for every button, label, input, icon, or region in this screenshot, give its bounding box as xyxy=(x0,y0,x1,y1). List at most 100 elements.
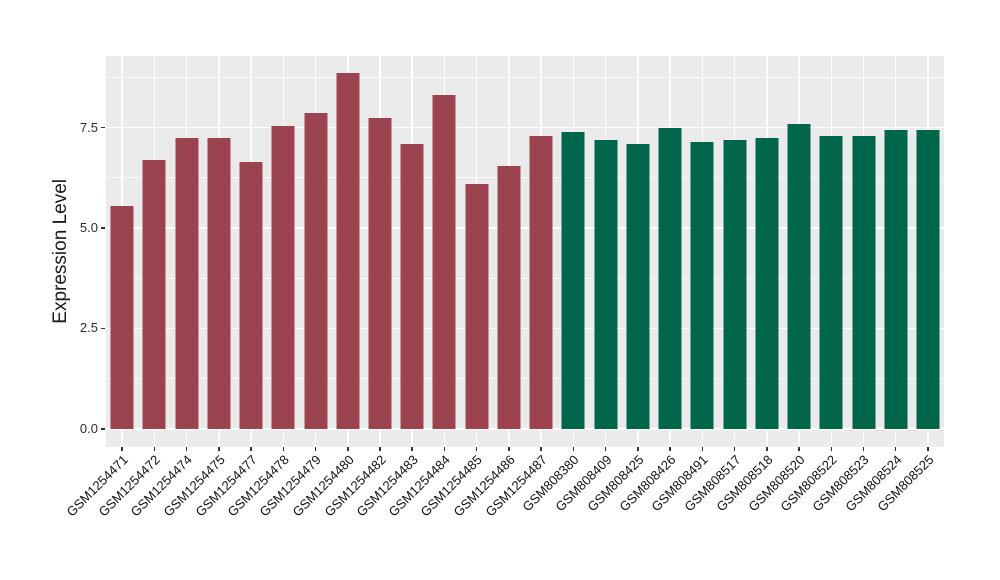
bar-GSM808380 xyxy=(561,131,585,429)
y-tick-label: 0.0 xyxy=(79,420,98,436)
x-tick-mark xyxy=(637,447,639,451)
x-tick-mark xyxy=(669,447,671,451)
x-tick-mark xyxy=(218,447,220,451)
bar-GSM1254477 xyxy=(239,161,263,429)
x-tick-mark xyxy=(798,447,800,451)
x-tick-mark xyxy=(733,447,736,451)
major-gridline xyxy=(106,227,944,229)
bar-GSM1254482 xyxy=(368,117,392,429)
bar-GSM808525 xyxy=(916,129,940,429)
bar-GSM1254472 xyxy=(142,159,166,429)
bar-GSM1254487 xyxy=(529,135,553,429)
bars-row xyxy=(106,56,944,451)
x-tick-mark xyxy=(475,447,478,451)
bar-slot xyxy=(751,56,783,451)
bar-slot xyxy=(138,56,170,451)
x-tick-mark xyxy=(185,447,188,451)
x-tick-mark xyxy=(927,447,929,451)
x-tick-mark xyxy=(250,447,252,451)
bar-slot xyxy=(461,56,493,451)
bar-slot xyxy=(396,56,428,451)
y-tick-mark xyxy=(101,428,105,430)
bar-slot xyxy=(557,56,589,451)
bar-GSM1254486 xyxy=(497,165,521,429)
y-axis-title-text: Expression Level xyxy=(50,179,71,324)
x-tick-mark xyxy=(830,447,833,451)
bar-slot xyxy=(590,56,622,451)
bar-slot xyxy=(815,56,847,451)
x-tick-mark xyxy=(572,447,575,451)
bar-slot xyxy=(783,56,815,451)
bar-GSM1254479 xyxy=(304,113,328,429)
bar-GSM808426 xyxy=(658,127,682,429)
bar-slot xyxy=(364,56,396,451)
bar-slot xyxy=(622,56,654,451)
bar-GSM808523 xyxy=(852,135,875,429)
minor-gridline xyxy=(106,177,944,179)
bar-slot xyxy=(654,56,686,451)
bar-slot xyxy=(428,56,460,451)
bar-GSM808517 xyxy=(723,139,747,429)
major-gridline xyxy=(106,126,944,129)
x-tick-mark xyxy=(379,447,381,451)
bar-GSM1254475 xyxy=(207,137,231,429)
bar-slot xyxy=(267,56,299,451)
x-tick-mark xyxy=(314,447,317,451)
bar-slot xyxy=(493,56,525,451)
bar-GSM808409 xyxy=(594,139,618,429)
x-tick-mark xyxy=(862,447,865,451)
bar-slot xyxy=(525,56,557,451)
x-tick-mark xyxy=(766,447,768,451)
bar-GSM1254474 xyxy=(175,137,199,429)
x-tick-mark xyxy=(508,447,510,451)
bar-slot xyxy=(235,56,267,451)
major-gridline xyxy=(106,428,944,430)
x-tick-mark xyxy=(347,447,349,451)
x-tick-mark xyxy=(443,447,446,451)
bar-slot xyxy=(912,56,944,451)
minor-gridline xyxy=(106,277,944,279)
bar-GSM1254485 xyxy=(465,183,489,429)
bar-slot xyxy=(847,56,879,451)
y-tick-mark xyxy=(101,327,105,330)
major-gridline xyxy=(106,327,944,330)
bar-slot xyxy=(170,56,202,451)
x-tick-mark xyxy=(604,447,607,451)
plot-panel xyxy=(106,56,944,451)
y-tick-label: 7.5 xyxy=(79,119,98,135)
bar-GSM808522 xyxy=(819,135,843,429)
y-tick-mark xyxy=(101,227,105,229)
bar-slot xyxy=(203,56,235,451)
bar-slot xyxy=(106,56,138,451)
bar-GSM1254471 xyxy=(110,205,134,429)
bar-slot xyxy=(299,56,331,451)
bar-GSM1254480 xyxy=(336,73,360,429)
x-tick-mark xyxy=(153,447,156,451)
y-axis-title: Expression Level xyxy=(48,56,74,447)
bar-GSM1254484 xyxy=(432,95,456,429)
y-tick-label: 2.5 xyxy=(79,320,98,336)
bar-slot xyxy=(880,56,912,451)
bar-GSM808524 xyxy=(884,129,908,429)
bar-slot xyxy=(686,56,718,451)
bar-slot xyxy=(332,56,364,451)
bar-GSM808491 xyxy=(690,141,714,429)
x-tick-mark xyxy=(282,447,285,451)
x-tick-mark xyxy=(701,447,704,451)
bar-GSM1254478 xyxy=(271,125,295,429)
bar-GSM808520 xyxy=(787,123,811,429)
minor-gridline xyxy=(106,76,944,78)
x-tick-mark xyxy=(121,447,123,451)
y-tick-label: 5.0 xyxy=(79,219,98,235)
minor-gridline xyxy=(106,378,944,380)
bar-slot xyxy=(718,56,750,451)
bar-GSM1254483 xyxy=(400,143,424,429)
x-axis-labels: GSM1254471 GSM1254472 GSM1254474 GSM1254475… xyxy=(63,452,944,577)
x-tick-mark xyxy=(411,447,413,451)
x-tick-mark xyxy=(894,447,897,451)
y-tick-mark xyxy=(101,126,105,129)
x-tick-mark xyxy=(540,447,542,451)
bar-GSM808425 xyxy=(626,143,650,429)
bar-GSM808518 xyxy=(755,137,779,429)
